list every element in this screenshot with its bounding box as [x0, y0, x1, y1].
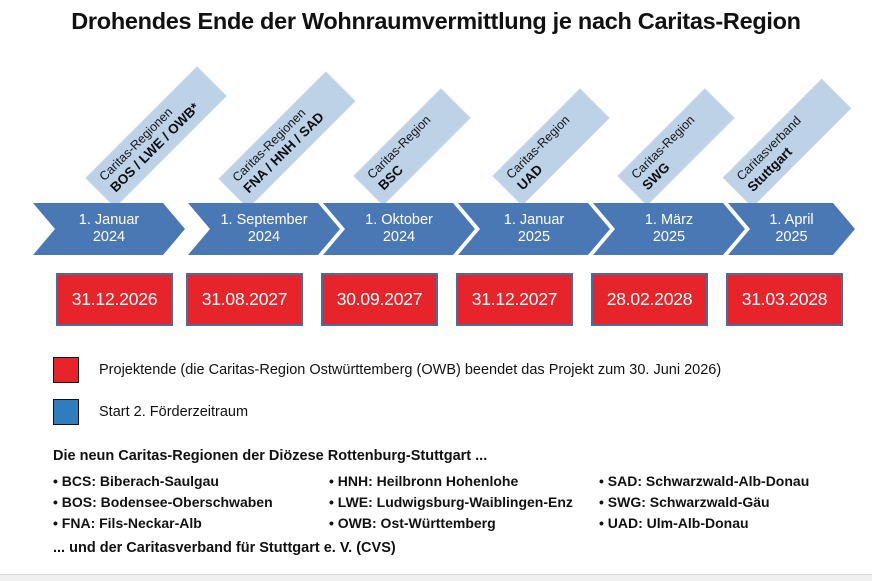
legend-swatch-red-icon	[53, 357, 79, 383]
timeline-arrow-band: 1. Januar 2024 1. September 2024 1. Okto…	[33, 203, 855, 255]
start-date-line1: 1. März	[644, 211, 694, 228]
start-date-line1: 1. Januar	[78, 211, 140, 228]
timeline-step-2: 1. Oktober 2024	[323, 203, 475, 255]
region-key-item: • SWG: Schwarzwald-Gäu	[599, 494, 770, 510]
timeline-step-1: 1. September 2024	[188, 203, 340, 255]
start-date-line1: 1. Oktober	[365, 211, 433, 228]
region-key-note: ... und der Caritasverband für Stuttgart…	[53, 540, 396, 556]
legend-item-start: Start 2. Förderzeitraum	[53, 396, 833, 428]
region-key-column-3: • SAD: Schwarzwald-Alb-Donau • SWG: Schw…	[599, 471, 849, 534]
start-date-line1: 1. April	[769, 211, 814, 228]
end-date-box-3: 31.12.2027	[456, 273, 573, 326]
region-tag-4: Caritas-Region SWG	[617, 88, 735, 206]
legend-swatch-blue-icon	[53, 399, 79, 425]
region-key-item: • LWE: Ludwigsburg-Waiblingen-Enz	[329, 494, 573, 510]
end-date-box-1: 31.08.2027	[186, 273, 303, 326]
region-key-footer: Die neun Caritas-Regionen der Diözese Ro…	[53, 448, 853, 556]
end-date-label: 31.12.2026	[71, 289, 158, 309]
timeline-step-4: 1. März 2025	[593, 203, 745, 255]
start-date-line2: 2025	[775, 229, 808, 245]
region-key-item: • HNH: Heilbronn Hohenlohe	[329, 473, 519, 489]
timeline-step-3: 1. Januar 2025	[458, 203, 610, 255]
region-key-heading: Die neun Caritas-Regionen der Diözese Ro…	[53, 448, 488, 464]
start-date-line2: 2025	[652, 229, 686, 245]
region-key-item: • UAD: Ulm-Alb-Donau	[599, 515, 749, 531]
end-date-label: 31.08.2027	[201, 289, 288, 309]
region-tag-layer: Caritas-Regionen BOS / LWE / OWB* Carita…	[0, 0, 872, 210]
start-date-line1: 1. Januar	[503, 211, 565, 228]
end-date-box-4: 28.02.2028	[591, 273, 708, 326]
region-key-item: • OWB: Ost-Württemberg	[329, 515, 496, 531]
timeline-step-5: 1. April 2025	[728, 203, 855, 255]
region-key-item: • SAD: Schwarzwald-Alb-Donau	[599, 473, 810, 489]
end-date-label: 31.12.2027	[471, 289, 558, 309]
timeline-step-0: 1. Januar 2024	[33, 203, 185, 255]
region-tag-0: Caritas-Regionen BOS / LWE / OWB*	[85, 66, 227, 208]
region-tag-5: Caritasverband Stuttgart	[722, 78, 852, 208]
legend-item-projektende: Projektende (die Caritas-Region Ostwürtt…	[53, 354, 833, 386]
region-tag-kind: Caritasverband	[733, 113, 804, 184]
end-date-box-5: 31.03.2028	[726, 273, 843, 326]
region-tag-code: BOS / LWE / OWB*	[107, 100, 203, 195]
region-key-columns: • BCS: Biberach-Saulgau • BOS: Bodensee-…	[53, 471, 853, 534]
start-date-line2: 2024	[92, 229, 126, 245]
region-key-column-2: • HNH: Heilbronn Hohenlohe • LWE: Ludwig…	[329, 471, 599, 534]
region-tag-kind: Caritas-Regionen	[229, 105, 309, 185]
region-tag-3: Caritas-Region UAD	[492, 88, 610, 206]
page-title: Drohendes Ende der Wohnraumvermittlung j…	[71, 8, 801, 34]
region-key-item: • FNA: Fils-Neckar-Alb	[53, 515, 202, 531]
end-date-box-2: 30.09.2027	[321, 273, 438, 326]
region-key-item: • BCS: Biberach-Saulgau	[53, 473, 219, 489]
legend-label: Projektende (die Caritas-Region Ostwürtt…	[99, 362, 722, 378]
start-date-line2: 2024	[382, 229, 416, 245]
legend: Projektende (die Caritas-Region Ostwürtt…	[53, 354, 833, 438]
start-date-line1: 1. September	[220, 211, 308, 228]
region-tag-2: Caritas-Region BSC	[353, 88, 471, 206]
end-date-label: 28.02.2028	[606, 289, 693, 309]
end-date-label: 30.09.2027	[336, 289, 423, 309]
start-date-line2: 2025	[517, 229, 551, 245]
end-date-label: 31.03.2028	[741, 289, 828, 309]
bottom-divider	[0, 574, 872, 581]
region-tag-code: FNA / HNH / SAD	[240, 109, 327, 196]
region-tag-1: Caritas-Regionen FNA / HNH / SAD	[218, 71, 356, 209]
region-tag-kind: Caritas-Regionen	[96, 104, 176, 184]
region-key-column-1: • BCS: Biberach-Saulgau • BOS: Bodensee-…	[53, 471, 329, 534]
legend-label: Start 2. Förderzeitraum	[99, 404, 249, 420]
region-key-item: • BOS: Bodensee-Oberschwaben	[53, 494, 273, 510]
start-date-line2: 2024	[247, 229, 281, 245]
end-date-box-0: 31.12.2026	[56, 273, 173, 326]
